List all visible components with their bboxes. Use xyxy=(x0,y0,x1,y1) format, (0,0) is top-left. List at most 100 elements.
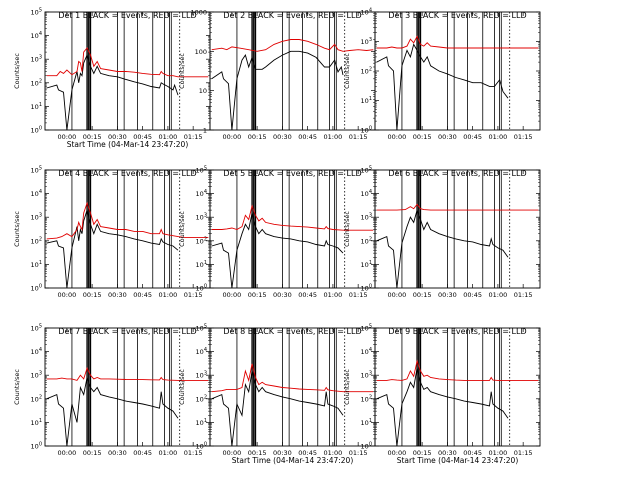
x-tick-label: 00:30 xyxy=(438,133,457,141)
y-tick-label: 103 xyxy=(31,55,42,64)
x-tick-label: 01:00 xyxy=(159,449,178,457)
y-tick-label: 102 xyxy=(361,67,372,76)
x-tick-label: 01:15 xyxy=(349,291,368,299)
y-tick-label: 105 xyxy=(196,166,207,175)
x-tick-label: 01:00 xyxy=(324,449,343,457)
panel-4: 00:00 00:15 00:30 00:45 01:00 01:151001011021… xyxy=(13,166,211,299)
x-tick-label: 00:30 xyxy=(438,291,457,299)
panel-title: Det 1 BLACK = Events, RED = LLD xyxy=(58,11,196,20)
x-tick-label: 00:30 xyxy=(108,133,127,141)
series-lld xyxy=(46,201,209,240)
x-tick-label: 00:30 xyxy=(108,291,127,299)
y-tick-label: 103 xyxy=(196,371,207,380)
y-axis-label: Counts/sec xyxy=(178,53,186,89)
y-tick-label: 105 xyxy=(361,166,372,175)
x-tick-label: 00:45 xyxy=(298,291,317,299)
x-tick-label: 01:15 xyxy=(514,449,533,457)
y-tick-label: 1 xyxy=(203,127,207,135)
y-tick-label: 101 xyxy=(196,418,207,427)
x-tick-label: 00:30 xyxy=(273,133,292,141)
y-tick-label: 100 xyxy=(195,48,207,56)
y-tick-label: 103 xyxy=(361,371,372,380)
series-lld xyxy=(376,203,539,211)
x-tick-label: 00:00 xyxy=(388,133,407,141)
y-tick-label: 100 xyxy=(361,126,372,135)
x-tick-label: 01:15 xyxy=(514,133,533,141)
x-tick-label: 00:15 xyxy=(248,291,267,299)
x-axis-label: Start Time (04-Mar-14 23:47:20) xyxy=(232,456,354,465)
y-tick-label: 104 xyxy=(31,189,42,198)
series-lld xyxy=(211,363,374,393)
x-tick-label: 00:15 xyxy=(413,449,432,457)
y-axis-label: Counts/sec xyxy=(343,211,351,247)
y-tick-label: 103 xyxy=(361,213,372,222)
series-events xyxy=(46,375,179,447)
y-tick-label: 1000 xyxy=(190,9,207,17)
x-tick-label: 00:15 xyxy=(248,133,267,141)
x-tick-label: 00:45 xyxy=(133,291,152,299)
x-tick-label: 00:45 xyxy=(133,449,152,457)
x-tick-label: 00:15 xyxy=(413,291,432,299)
y-tick-label: 104 xyxy=(361,8,372,17)
y-axis-label: Counts/sec xyxy=(13,211,21,247)
series-lld xyxy=(211,204,374,231)
y-tick-label: 105 xyxy=(31,166,42,175)
y-axis-label: Counts/sec xyxy=(178,211,186,247)
x-tick-label: 01:00 xyxy=(324,291,343,299)
x-tick-label: 00:15 xyxy=(83,291,102,299)
y-tick-label: 100 xyxy=(361,442,372,451)
x-tick-label: 01:15 xyxy=(514,291,533,299)
x-tick-label: 01:00 xyxy=(489,449,508,457)
panel-8: 00:00 00:15 00:30 00:45 01:00 01:151001011021… xyxy=(178,324,376,465)
x-axis-label: Start Time (04-Mar-14 23:47:20) xyxy=(397,456,519,465)
x-tick-label: 01:00 xyxy=(324,133,343,141)
x-tick-label: 00:30 xyxy=(438,449,457,457)
y-tick-label: 104 xyxy=(31,31,42,40)
y-tick-label: 101 xyxy=(31,418,42,427)
y-tick-label: 102 xyxy=(361,236,372,245)
y-tick-label: 100 xyxy=(31,442,42,451)
y-axis-label: Counts/sec xyxy=(13,53,21,89)
panel-title: Det 8 BLACK = Events, RED = LLD xyxy=(223,327,361,336)
y-axis-label: Counts/sec xyxy=(343,369,351,405)
x-tick-label: 00:45 xyxy=(298,449,317,457)
x-tick-label: 00:30 xyxy=(108,449,127,457)
y-tick-label: 101 xyxy=(31,260,42,269)
y-tick-label: 10 xyxy=(199,87,207,95)
y-tick-label: 102 xyxy=(31,78,42,87)
panel-title: Det 4 BLACK = Events, RED = LLD xyxy=(58,169,196,178)
plot-frame xyxy=(374,11,541,131)
x-tick-label: 00:45 xyxy=(463,449,482,457)
y-tick-label: 103 xyxy=(196,213,207,222)
panel-3: 00:00 00:15 00:30 00:45 01:00 01:151001011021… xyxy=(343,8,541,141)
x-tick-label: 00:00 xyxy=(388,291,407,299)
x-tick-label: 00:00 xyxy=(58,133,77,141)
x-tick-label: 00:45 xyxy=(463,133,482,141)
y-tick-label: 100 xyxy=(31,126,42,135)
panel-title: Det 3 BLACK = Events, RED = LLD xyxy=(388,11,526,20)
y-tick-label: 104 xyxy=(196,189,207,198)
series-events xyxy=(211,212,344,289)
y-tick-label: 103 xyxy=(31,213,42,222)
y-tick-label: 103 xyxy=(361,37,372,46)
y-axis-label: Counts/sec xyxy=(343,53,351,89)
x-tick-label: 01:00 xyxy=(489,291,508,299)
series-lld xyxy=(376,359,539,381)
series-lld xyxy=(376,35,539,49)
series-events xyxy=(376,43,509,131)
y-axis-label: Counts/sec xyxy=(178,369,186,405)
panel-2: 00:00 00:15 00:30 00:45 01:00 01:151101001000… xyxy=(178,9,376,141)
series-lld xyxy=(46,366,209,381)
x-tick-label: 00:00 xyxy=(223,449,242,457)
panel-title: Det 6 BLACK = Events, RED = LLD xyxy=(388,169,526,178)
panel-1: 00:00 00:15 00:30 00:45 01:00 01:151001011021… xyxy=(13,8,211,149)
panel-title: Det 2 BLACK = Events, RED = LLD xyxy=(223,11,361,20)
y-tick-label: 104 xyxy=(196,347,207,356)
panel-9: 00:00 00:15 00:30 00:45 01:00 01:151001011021… xyxy=(343,324,541,465)
y-tick-label: 100 xyxy=(196,442,207,451)
y-tick-label: 101 xyxy=(361,96,372,105)
panel-5: 00:00 00:15 00:30 00:45 01:00 01:151001011021… xyxy=(178,166,376,299)
y-tick-label: 104 xyxy=(31,347,42,356)
x-tick-label: 00:15 xyxy=(248,449,267,457)
